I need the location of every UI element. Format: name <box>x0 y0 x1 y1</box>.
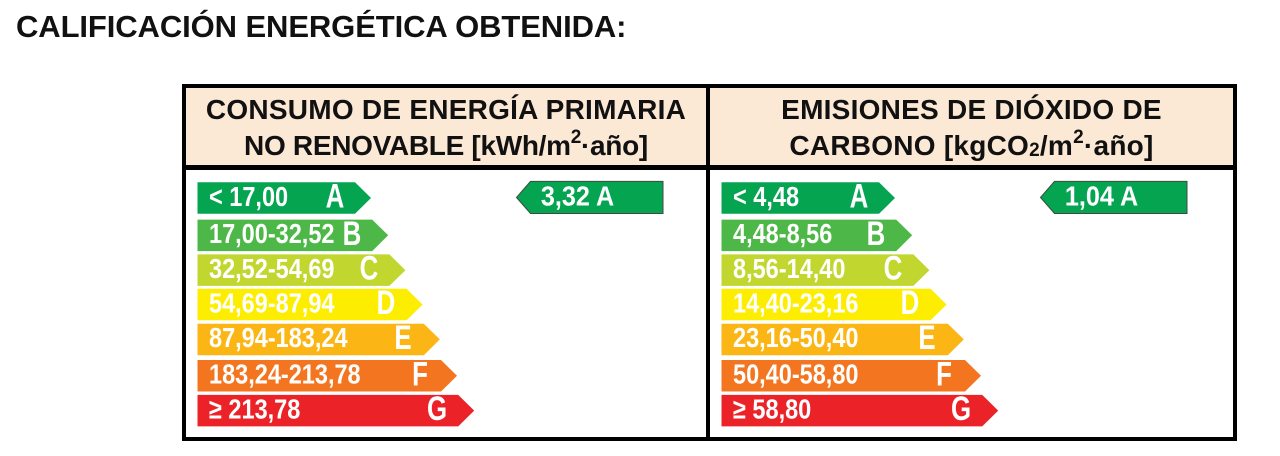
svg-text:E: E <box>918 320 935 357</box>
svg-text:D: D <box>901 285 920 322</box>
svg-text:F: F <box>936 356 952 393</box>
svg-text:1,04 A: 1,04 A <box>1065 180 1138 212</box>
svg-text:D: D <box>377 285 396 322</box>
svg-text:< 17,00: < 17,00 <box>209 182 288 212</box>
svg-text:32,52-54,69: 32,52-54,69 <box>209 254 334 284</box>
svg-text:50,40-58,80: 50,40-58,80 <box>733 360 858 390</box>
svg-text:B: B <box>867 216 886 253</box>
svg-text:≥ 213,78: ≥ 213,78 <box>209 395 300 425</box>
svg-text:< 4,48: < 4,48 <box>733 182 799 212</box>
svg-text:23,16-50,40: 23,16-50,40 <box>733 323 858 353</box>
svg-text:4,48-8,56: 4,48-8,56 <box>733 219 832 249</box>
svg-text:17,00-32,52: 17,00-32,52 <box>209 219 334 249</box>
svg-text:F: F <box>412 356 428 393</box>
svg-text:G: G <box>951 391 971 428</box>
svg-text:E: E <box>394 320 411 357</box>
svg-text:87,94-183,24: 87,94-183,24 <box>209 323 348 353</box>
svg-text:≥ 58,80: ≥ 58,80 <box>733 395 811 425</box>
svg-text:54,69-87,94: 54,69-87,94 <box>209 288 335 318</box>
svg-text:A: A <box>850 178 869 215</box>
svg-text:8,56-14,40: 8,56-14,40 <box>733 254 845 284</box>
svg-text:14,40-23,16: 14,40-23,16 <box>733 288 858 318</box>
svg-text:3,32 A: 3,32 A <box>541 180 614 212</box>
svg-text:C: C <box>360 250 379 287</box>
svg-text:183,24-213,78: 183,24-213,78 <box>209 360 361 390</box>
svg-text:G: G <box>427 391 447 428</box>
svg-text:B: B <box>343 216 362 253</box>
svg-text:C: C <box>884 250 903 287</box>
svg-text:A: A <box>326 178 345 215</box>
